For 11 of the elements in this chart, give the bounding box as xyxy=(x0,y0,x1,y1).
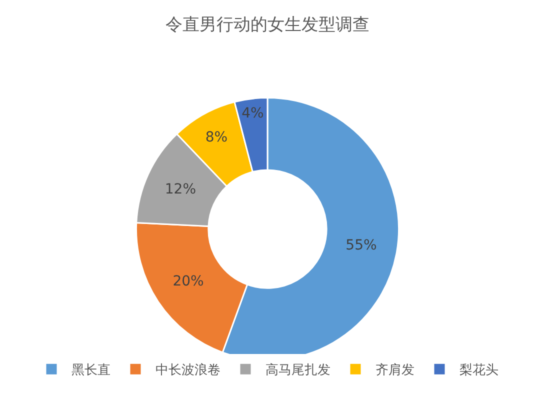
legend-label: 梨花头 xyxy=(460,363,498,378)
data-label: 8% xyxy=(205,129,228,146)
data-label: 4% xyxy=(242,105,264,122)
chart-title: 令直男行动的女生发型调查 xyxy=(166,14,370,35)
data-label: 55% xyxy=(346,238,377,254)
legend-label: 中长波浪卷 xyxy=(156,362,220,378)
data-label: 20% xyxy=(172,274,204,290)
legend-label: 黑长直 xyxy=(72,363,110,378)
data-label: 12% xyxy=(164,181,196,198)
legend-label: 齐肩发 xyxy=(376,362,414,378)
legend-label: 高马尾扎发 xyxy=(266,362,330,378)
